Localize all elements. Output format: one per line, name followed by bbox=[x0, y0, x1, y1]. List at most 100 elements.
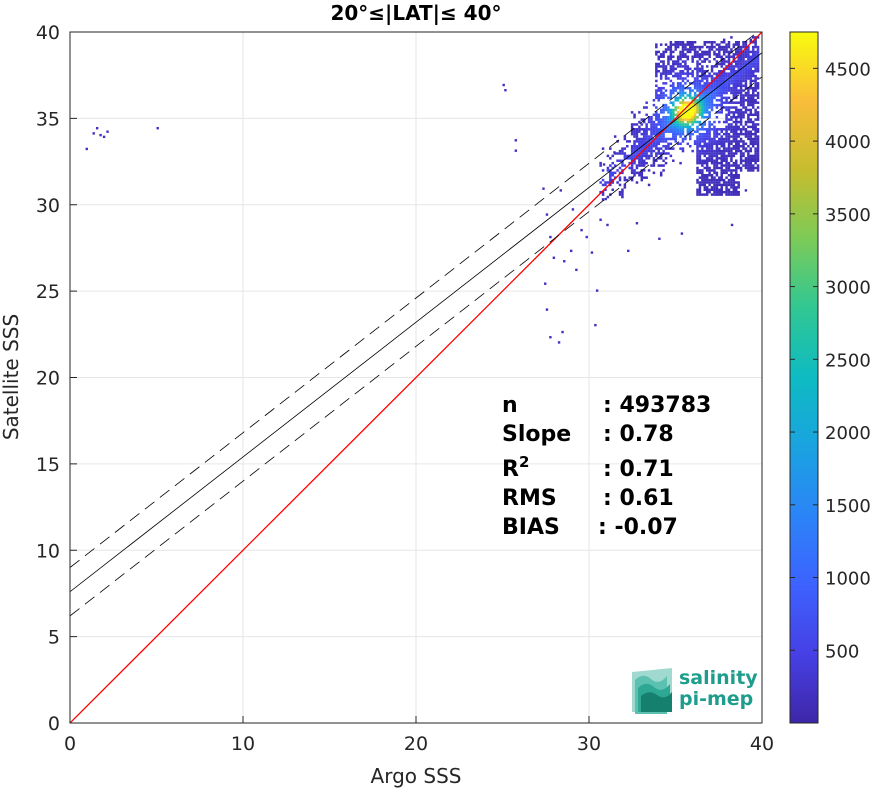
density-cell bbox=[751, 60, 755, 63]
density-cell bbox=[672, 128, 675, 131]
density-cell bbox=[713, 94, 716, 97]
density-cell bbox=[720, 108, 723, 112]
density-cell bbox=[686, 101, 690, 104]
density-cell bbox=[710, 101, 714, 104]
density-cell bbox=[630, 130, 634, 133]
density-cell bbox=[708, 120, 711, 124]
density-cell bbox=[676, 86, 680, 90]
density-cell bbox=[742, 89, 745, 92]
density-cell bbox=[754, 45, 757, 49]
density-cell bbox=[705, 128, 709, 131]
density-cell bbox=[679, 62, 682, 66]
density-cell bbox=[735, 190, 738, 194]
density-cell bbox=[720, 62, 723, 66]
density-cell bbox=[703, 50, 707, 54]
density-cell bbox=[727, 183, 731, 187]
density-cell bbox=[737, 144, 740, 148]
density-cell bbox=[696, 178, 699, 182]
density-cell bbox=[742, 94, 745, 97]
density-cell bbox=[730, 123, 733, 126]
density-cell bbox=[739, 57, 743, 61]
density-cell bbox=[713, 164, 716, 167]
density-cell bbox=[655, 106, 658, 109]
density-cell bbox=[640, 123, 644, 126]
density-cell bbox=[647, 154, 651, 158]
density-cell bbox=[679, 70, 682, 73]
density-cell bbox=[669, 137, 673, 141]
density-cell bbox=[708, 166, 711, 170]
density-cell bbox=[630, 125, 634, 129]
density-cell bbox=[730, 62, 733, 66]
density-cell bbox=[693, 94, 697, 97]
density-cell bbox=[737, 74, 740, 78]
density-cell bbox=[613, 171, 617, 175]
density-cell bbox=[686, 108, 690, 112]
density-cell bbox=[623, 137, 627, 141]
density-cell bbox=[735, 65, 738, 68]
density-cell bbox=[691, 70, 694, 73]
density-cell bbox=[756, 50, 760, 54]
density-cell bbox=[722, 157, 726, 160]
density-cell bbox=[630, 144, 634, 148]
density-cell bbox=[647, 147, 651, 150]
density-cell bbox=[703, 99, 707, 102]
density-cell bbox=[718, 149, 721, 153]
density-cell bbox=[662, 70, 665, 73]
density-cell bbox=[679, 120, 682, 124]
density-cell bbox=[742, 159, 745, 162]
density-cell bbox=[655, 132, 658, 136]
density-cell bbox=[710, 193, 714, 196]
density-cell bbox=[732, 55, 736, 58]
density-cell bbox=[744, 161, 748, 165]
density-cell bbox=[722, 149, 726, 153]
density-cell bbox=[754, 137, 757, 141]
density-cell bbox=[739, 45, 743, 49]
density-cell bbox=[720, 65, 723, 68]
density-cell bbox=[655, 79, 658, 83]
density-cell bbox=[713, 188, 716, 192]
density-cell bbox=[722, 53, 726, 56]
density-cell bbox=[703, 82, 707, 85]
density-cell bbox=[722, 84, 726, 88]
density-cell bbox=[722, 142, 726, 146]
density-cell bbox=[718, 132, 721, 136]
density-cell bbox=[674, 99, 677, 102]
density-cell bbox=[669, 53, 673, 56]
density-cell bbox=[739, 113, 743, 117]
density-cell bbox=[756, 106, 760, 109]
density-cell bbox=[701, 67, 704, 71]
density-cell bbox=[633, 123, 636, 126]
density-cell bbox=[681, 120, 685, 124]
density-cell bbox=[747, 86, 750, 90]
density-cell bbox=[638, 137, 641, 141]
density-cell bbox=[667, 125, 670, 129]
density-cell bbox=[705, 137, 709, 141]
density-cell bbox=[676, 142, 680, 146]
density-cell bbox=[696, 65, 699, 68]
density-cell bbox=[754, 55, 757, 58]
density-cell bbox=[732, 65, 736, 68]
density-cell bbox=[739, 53, 743, 56]
density-cell bbox=[744, 120, 748, 124]
density-cell bbox=[754, 65, 757, 68]
density-cell bbox=[674, 86, 677, 90]
density-cell bbox=[688, 108, 692, 112]
density-cell bbox=[735, 94, 738, 97]
density-cell bbox=[722, 101, 726, 104]
density-cell bbox=[747, 118, 750, 121]
density-cell bbox=[715, 152, 719, 155]
colorbar-tick-label: 2000 bbox=[825, 423, 871, 444]
density-cell bbox=[730, 223, 734, 227]
density-cell bbox=[657, 118, 661, 121]
density-cell bbox=[735, 101, 738, 104]
density-cell bbox=[633, 159, 636, 162]
density-cell bbox=[730, 70, 733, 73]
density-cell bbox=[688, 132, 692, 136]
density-cell bbox=[659, 164, 663, 167]
density-cell bbox=[642, 169, 646, 172]
density-cell bbox=[744, 166, 748, 170]
density-cell bbox=[686, 120, 690, 124]
density-cell bbox=[645, 106, 648, 109]
density-cell bbox=[688, 130, 692, 133]
density-cell bbox=[659, 174, 663, 177]
